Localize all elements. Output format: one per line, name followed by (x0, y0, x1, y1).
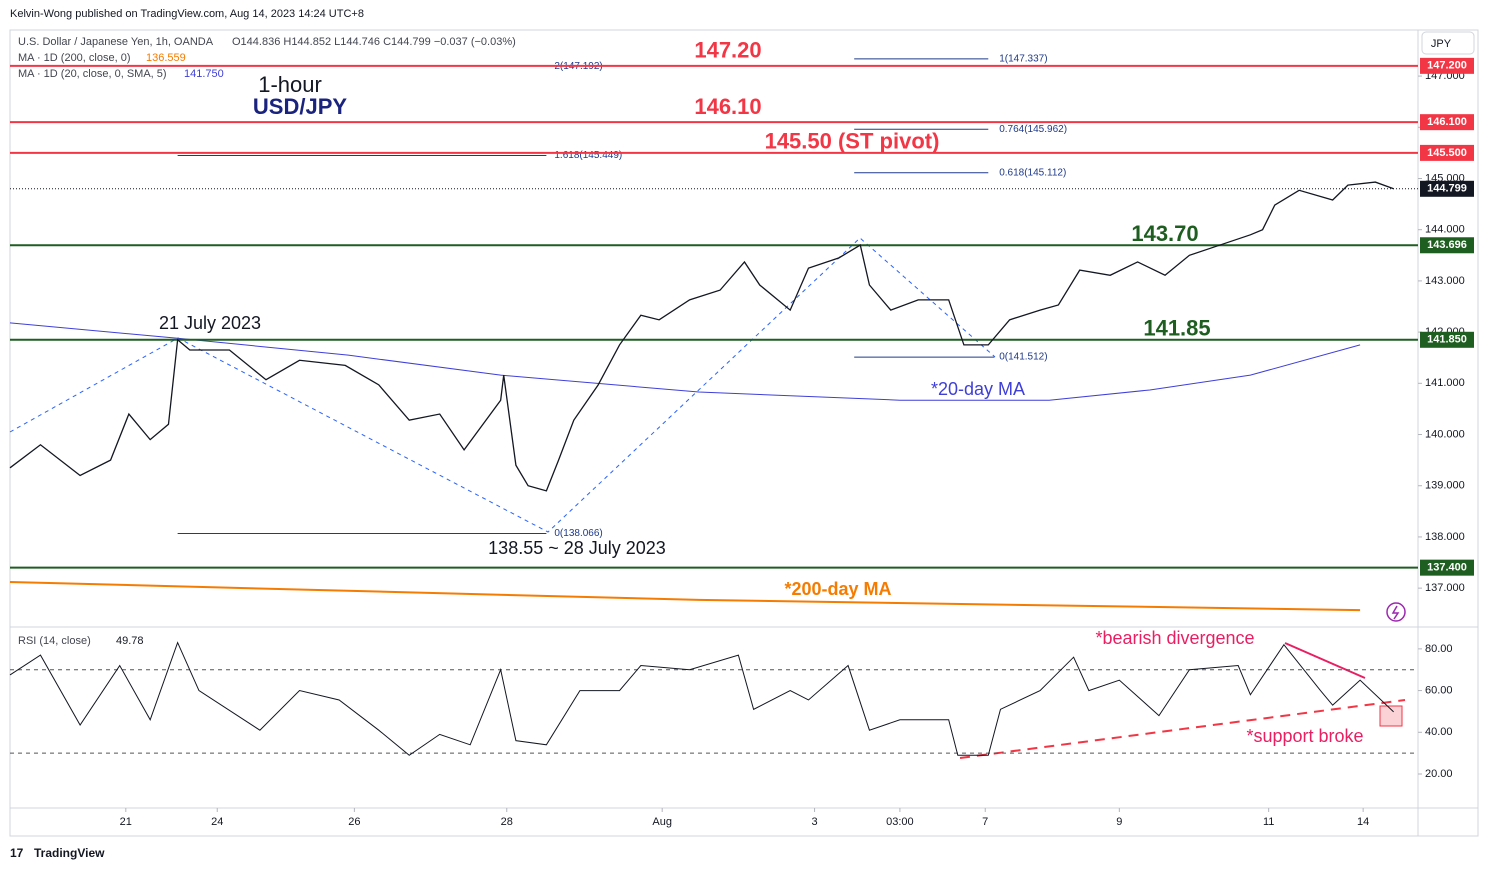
level-axis-label: 147.200 (1427, 60, 1467, 72)
alert-bolt (1391, 605, 1400, 620)
level-axis-box (1420, 57, 1474, 74)
symbol: U.S. Dollar / Japanese Yen, 1h, OANDA (18, 36, 214, 48)
x-tick-label: 24 (211, 816, 223, 828)
annotation: USD/JPY (253, 94, 347, 119)
y-tick-label: 138.000 (1425, 531, 1465, 543)
support-line (959, 699, 1406, 759)
publisher: Kelvin-Wong published on TradingView.com… (10, 8, 364, 20)
rsi-title: RSI (14, close) (18, 635, 91, 647)
break-box (1379, 705, 1403, 727)
ma-annotation: *20-day MA (931, 379, 1025, 399)
fib-label: 0(141.512) (999, 352, 1047, 363)
x-tick-label: 7 (982, 816, 988, 828)
frame (9, 29, 1479, 837)
level-label: 146.10 (694, 94, 761, 119)
fib-label: 1(147.337) (999, 53, 1047, 64)
level-axis-label: 137.400 (1427, 562, 1467, 574)
level-axis-label: 145.500 (1427, 147, 1467, 159)
currency[interactable]: JPY (1431, 38, 1452, 50)
annotation: 21 July 2023 (159, 313, 261, 333)
ma20-last: 141.750 (184, 68, 224, 80)
y-tick-label: 20.00 (1425, 768, 1453, 780)
y-tick-label: 80.00 (1425, 643, 1453, 655)
rsi-last: 49.78 (116, 635, 144, 647)
x-tick-label: Aug (652, 816, 672, 828)
current-price-label: 144.799 (1427, 183, 1467, 195)
annotation: *support broke (1246, 726, 1363, 746)
fib-label: 0.618(145.112) (999, 167, 1066, 178)
current-price-box (1420, 180, 1474, 197)
currency-button[interactable] (1421, 31, 1475, 55)
level-axis-box (1420, 237, 1474, 254)
level-label: 141.85 (1143, 316, 1210, 341)
x-tick-label: 26 (348, 816, 360, 828)
level-axis-box (1420, 331, 1474, 348)
level-axis-label: 143.696 (1427, 239, 1467, 251)
fib-label: 0.764(145.962) (999, 124, 1067, 135)
x-tick-label: 9 (1116, 816, 1122, 828)
price-line (9, 641, 1394, 756)
logo: 17 (10, 846, 24, 860)
ma200-legend: MA · 1D (200, close, 0) (18, 52, 131, 64)
level-label: 145.50 (ST pivot) (765, 129, 940, 154)
ohlc: O144.836 H144.852 L144.746 C144.799 −0.0… (232, 36, 516, 48)
fib-label: 0(138.066) (554, 528, 602, 539)
level-axis-box (1420, 144, 1474, 161)
y-tick-label: 137.000 (1425, 582, 1465, 594)
y-tick-label: 60.00 (1425, 684, 1453, 696)
y-tick-label: 144.000 (1425, 224, 1465, 236)
price-line (9, 181, 1394, 492)
footer: TradingView (34, 846, 105, 860)
annotation: 138.55 ~ 28 July 2023 (488, 538, 666, 558)
x-tick-label: 3 (812, 816, 818, 828)
annotation: 1-hour (258, 72, 322, 97)
x-tick-label: 21 (120, 816, 132, 828)
level-axis-label: 146.100 (1427, 116, 1467, 128)
y-tick-label: 40.00 (1425, 726, 1453, 738)
x-tick-label: 11 (1263, 816, 1274, 828)
x-tick-label: 28 (501, 816, 513, 828)
moving-average (9, 580, 1361, 612)
level-axis-box (1420, 559, 1474, 576)
ma200-last: 136.559 (146, 52, 186, 64)
level-axis-box (1420, 114, 1474, 131)
y-tick-label: 143.000 (1425, 275, 1465, 287)
level-label: 147.20 (694, 38, 761, 63)
zigzag-drawing (9, 237, 996, 533)
fib-label: 1.618(145.449) (554, 150, 622, 161)
divergence-line (1284, 642, 1366, 679)
x-tick-label: 03:00 (886, 816, 914, 828)
y-tick-label: 139.000 (1425, 480, 1465, 492)
ma20-legend: MA · 1D (20, close, 0, SMA, 5) (18, 68, 167, 80)
alert-icon (1386, 602, 1406, 622)
x-tick-label: 14 (1357, 816, 1369, 828)
moving-average (9, 322, 1361, 401)
level-axis-label: 141.850 (1427, 334, 1467, 346)
y-tick-label: 140.000 (1425, 428, 1465, 440)
ma-annotation: *200-day MA (784, 579, 891, 599)
y-tick-label: 141.000 (1425, 377, 1465, 389)
annotation: *bearish divergence (1095, 628, 1254, 648)
level-label: 143.70 (1131, 221, 1198, 246)
